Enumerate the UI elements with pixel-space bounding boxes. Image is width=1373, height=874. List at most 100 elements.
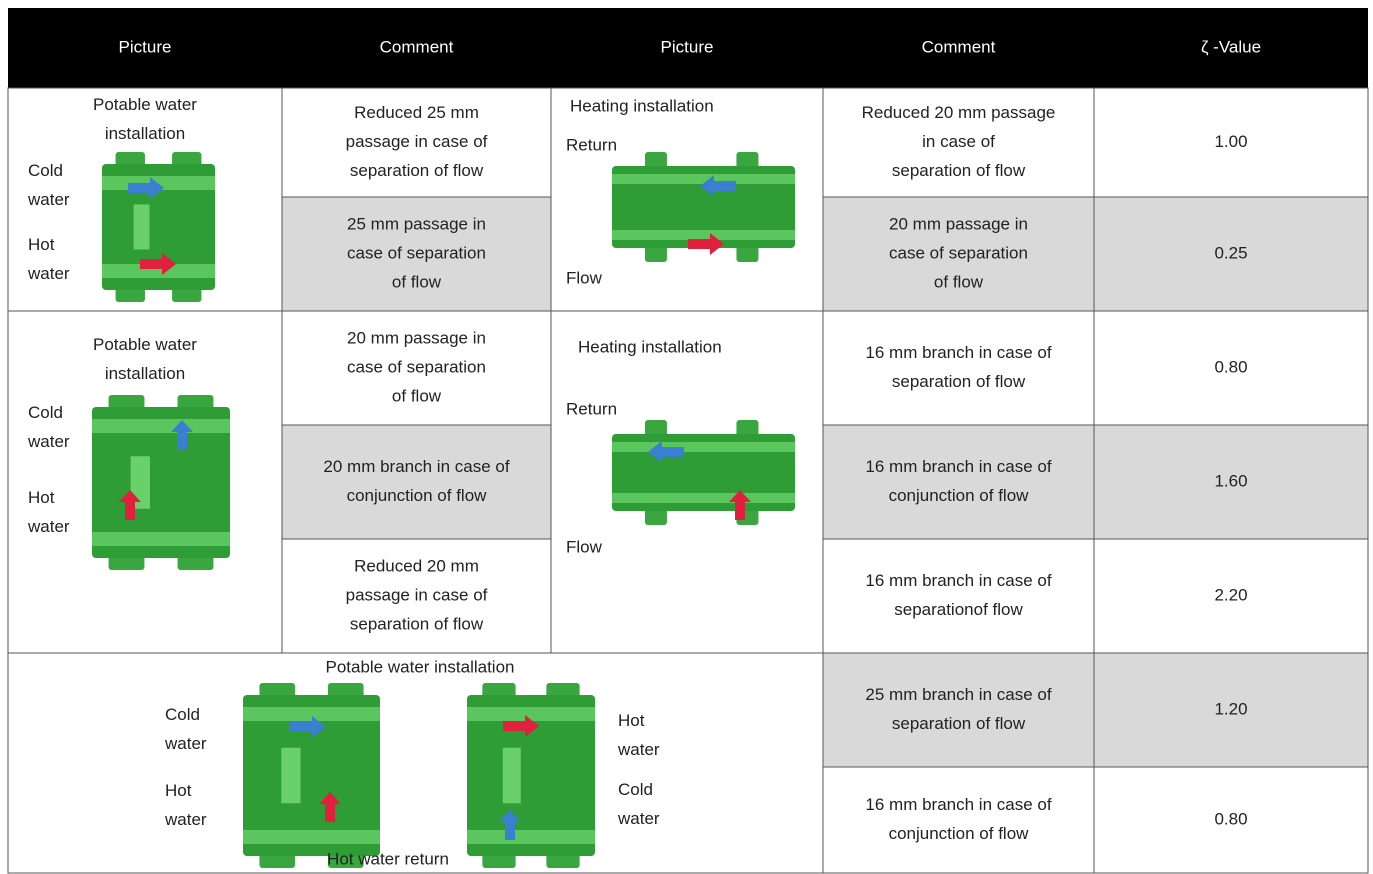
cell bbox=[822, 766, 1095, 874]
cell-text: of flow bbox=[934, 272, 984, 291]
cell-text: Return bbox=[566, 135, 617, 154]
cell bbox=[281, 87, 552, 198]
cell-text: Reduced 25 mm bbox=[354, 103, 479, 122]
cell-text: Potable water bbox=[93, 95, 197, 114]
cell-text: installation bbox=[105, 364, 185, 383]
fitting-band bbox=[92, 532, 230, 546]
fitting-body bbox=[467, 695, 595, 856]
value-text: 0.80 bbox=[1214, 357, 1247, 376]
cell-text: 16 mm branch in case of bbox=[865, 795, 1051, 814]
cell-text: 25 mm passage in bbox=[347, 214, 486, 233]
header-text: ζ -Value bbox=[1201, 37, 1261, 56]
cell-text: water bbox=[27, 190, 70, 209]
flow-arrow bbox=[648, 441, 684, 463]
cell-text: separation of flow bbox=[892, 161, 1026, 180]
cell bbox=[1093, 538, 1369, 654]
cell bbox=[822, 652, 1095, 768]
flow-arrow bbox=[319, 792, 341, 822]
cell-text: separationof flow bbox=[894, 600, 1023, 619]
cell-text: of flow bbox=[392, 386, 442, 405]
fitting-body bbox=[612, 166, 795, 248]
cell-text: passage in case of bbox=[346, 585, 488, 604]
cell-text: separation of flow bbox=[350, 614, 484, 633]
cell-text: 16 mm branch in case of bbox=[865, 457, 1051, 476]
cell-text: Return bbox=[566, 399, 617, 418]
picture-cell bbox=[7, 652, 824, 874]
fitting-band bbox=[612, 230, 795, 240]
flow-arrow bbox=[503, 715, 539, 737]
fitting-band bbox=[133, 204, 150, 250]
cell-text: water bbox=[164, 810, 207, 829]
cell-text: Hot bbox=[618, 711, 645, 730]
fitting-band bbox=[130, 456, 150, 509]
cell bbox=[1093, 196, 1369, 312]
fitting-image bbox=[612, 152, 795, 262]
cell-text: water bbox=[617, 809, 660, 828]
fitting-band bbox=[281, 747, 301, 804]
cell bbox=[822, 87, 1095, 198]
cell bbox=[822, 424, 1095, 540]
cell bbox=[822, 310, 1095, 426]
fitting-band bbox=[612, 493, 795, 503]
cell-text: Cold bbox=[618, 780, 653, 799]
cell-text: case of separation bbox=[347, 243, 486, 262]
value-text: 2.20 bbox=[1214, 585, 1247, 604]
header-bar bbox=[8, 8, 1368, 88]
fitting-body bbox=[102, 164, 215, 290]
value-text: 1.60 bbox=[1214, 471, 1247, 490]
fitting-image bbox=[102, 152, 215, 302]
cell-text: installation bbox=[105, 124, 185, 143]
cell-text: water bbox=[617, 740, 660, 759]
fitting-band bbox=[243, 830, 380, 844]
cell-text: case of separation bbox=[889, 243, 1028, 262]
header-text: Picture bbox=[661, 37, 714, 56]
value-text: 1.20 bbox=[1214, 699, 1247, 718]
cell bbox=[281, 196, 552, 312]
cell-text: Hot bbox=[165, 781, 192, 800]
cell-text: conjunction of flow bbox=[347, 486, 488, 505]
fitting-body bbox=[92, 407, 230, 558]
cell-text: Potable water installation bbox=[325, 657, 514, 676]
cell-text: case of separation bbox=[347, 357, 486, 376]
cell-text: Heating installation bbox=[570, 96, 714, 115]
flow-arrow bbox=[140, 253, 176, 275]
cell-text: Reduced 20 mm bbox=[354, 556, 479, 575]
cell bbox=[281, 424, 552, 540]
value-text: 0.80 bbox=[1214, 809, 1247, 828]
cell-text: 16 mm branch in case of bbox=[865, 571, 1051, 590]
fitting-band bbox=[612, 442, 795, 452]
cell-text: separation of flow bbox=[892, 372, 1026, 391]
header-text: Comment bbox=[380, 37, 454, 56]
cell-text: Cold bbox=[28, 403, 63, 422]
cell-text: Flow bbox=[566, 268, 603, 287]
cell bbox=[1093, 424, 1369, 540]
cell-text: water bbox=[164, 734, 207, 753]
flow-arrow bbox=[700, 175, 736, 197]
cell bbox=[1093, 87, 1369, 198]
cell-text: Potable water bbox=[93, 335, 197, 354]
cell-text: Heating installation bbox=[578, 337, 722, 356]
flow-arrow bbox=[128, 177, 164, 199]
cell-text: water bbox=[27, 517, 70, 536]
cell-text: water bbox=[27, 264, 70, 283]
cell-text: in case of bbox=[922, 132, 995, 151]
cell-text: Hot water return bbox=[327, 849, 449, 868]
cell-text: Hot bbox=[28, 235, 55, 254]
fitting-band bbox=[612, 174, 795, 184]
fitting-band bbox=[467, 707, 595, 721]
cell-text: Cold bbox=[28, 161, 63, 180]
cell-text: Reduced 20 mm passage bbox=[862, 103, 1056, 122]
cell bbox=[822, 538, 1095, 654]
cell-text: 25 mm branch in case of bbox=[865, 685, 1051, 704]
fitting-band bbox=[243, 707, 380, 721]
flow-arrow bbox=[729, 490, 751, 520]
header-text: Picture bbox=[119, 37, 172, 56]
fitting-band bbox=[467, 830, 595, 844]
cell-text: 20 mm branch in case of bbox=[323, 457, 509, 476]
cell-text: separation of flow bbox=[892, 714, 1026, 733]
cell-text: 20 mm passage in bbox=[347, 328, 486, 347]
cell-text: 16 mm branch in case of bbox=[865, 343, 1051, 362]
fitting-image bbox=[467, 683, 595, 868]
cell-text: of flow bbox=[392, 272, 442, 291]
